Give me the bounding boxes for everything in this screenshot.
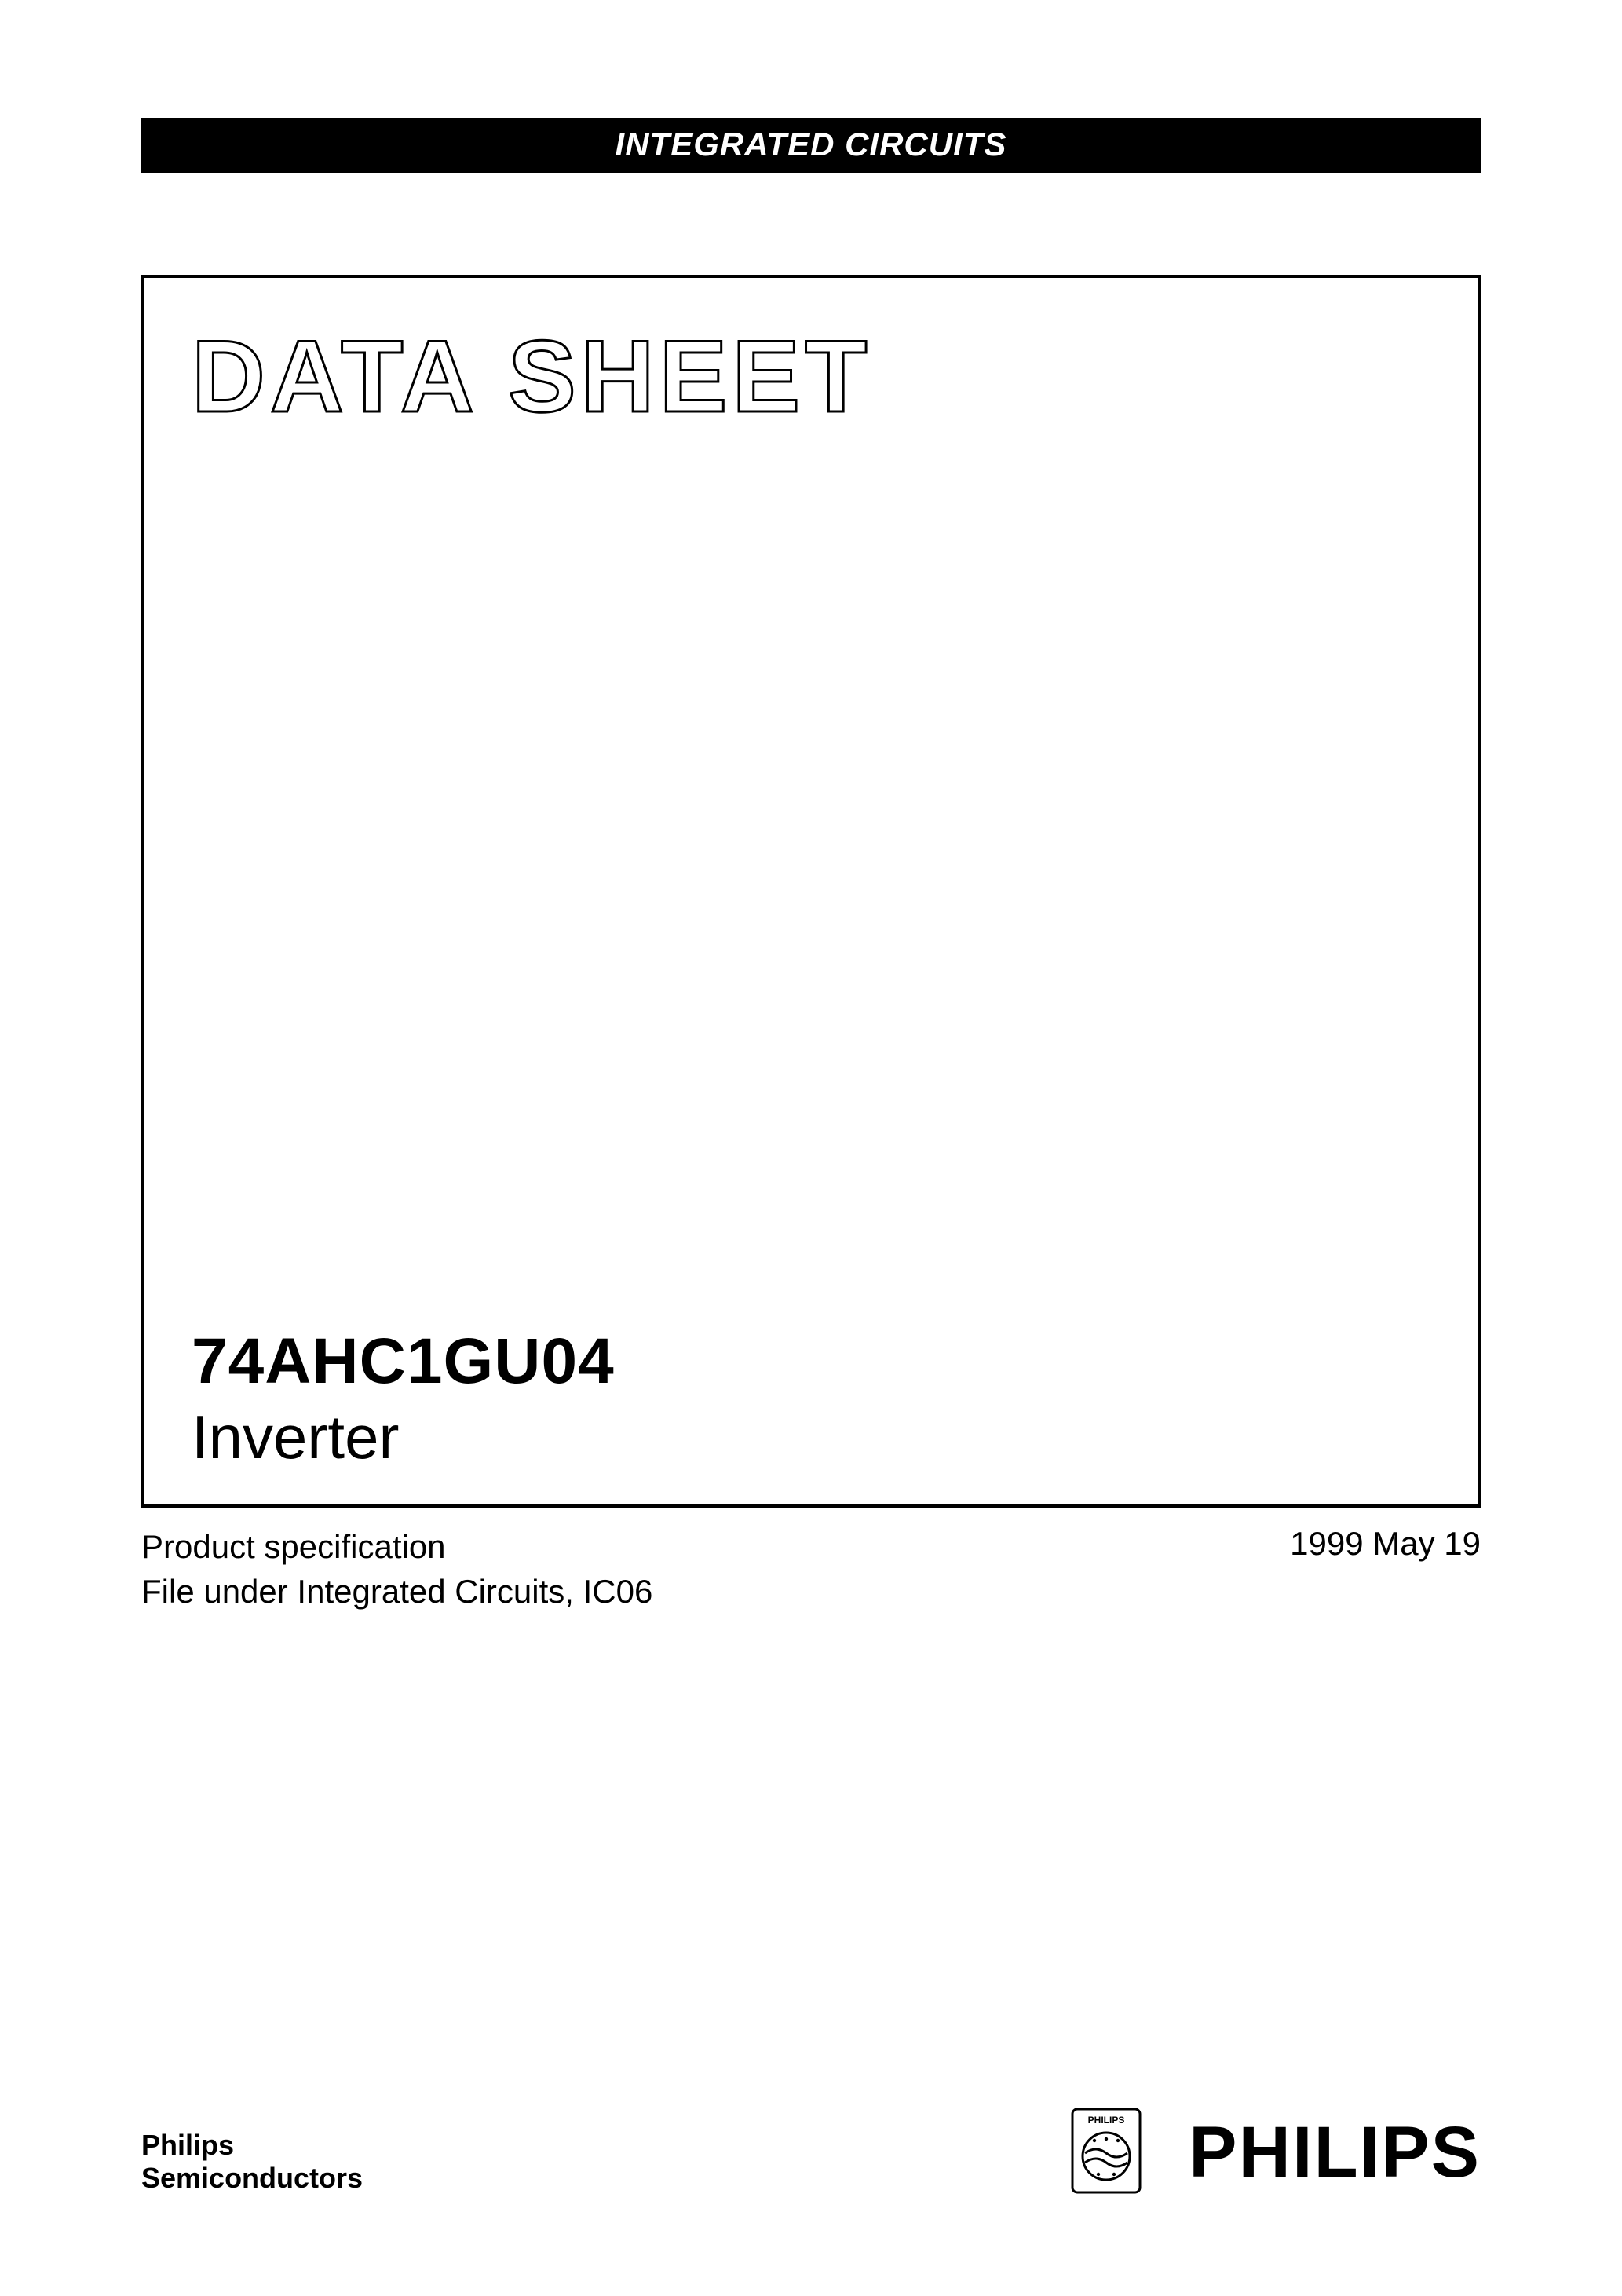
- outline-title: DATA SHEET: [192, 317, 1430, 435]
- philips-shield-icon: PHILIPS: [1071, 2108, 1142, 2194]
- page: INTEGRATED CIRCUITS DATA SHEET 74AHC1GU0…: [0, 0, 1622, 2296]
- banner-text: INTEGRATED CIRCUITS: [616, 126, 1007, 163]
- philips-wordmark: PHILIPS: [1189, 2111, 1481, 2194]
- below-box-row: Product specification File under Integra…: [141, 1525, 1481, 1614]
- footer-brand-line2: Semiconductors: [141, 2162, 363, 2194]
- product-block: 74AHC1GU04 Inverter: [192, 1325, 615, 1473]
- footer-right: PHILIPS PHILIPS: [1071, 2108, 1481, 2194]
- part-number: 74AHC1GU04: [192, 1325, 615, 1398]
- footer-brand: Philips Semiconductors: [141, 2129, 363, 2194]
- spec-line-1: Product specification: [141, 1525, 652, 1570]
- below-left: Product specification File under Integra…: [141, 1525, 652, 1614]
- footer-brand-line1: Philips: [141, 2129, 363, 2161]
- shield-label: PHILIPS: [1088, 2115, 1125, 2126]
- part-description: Inverter: [192, 1402, 615, 1473]
- content-box: DATA SHEET 74AHC1GU04 Inverter: [141, 275, 1481, 1508]
- banner-bar: INTEGRATED CIRCUITS: [141, 118, 1481, 173]
- date-text: 1999 May 19: [1290, 1525, 1481, 1614]
- spec-line-2: File under Integrated Circuits, IC06: [141, 1570, 652, 1614]
- footer: Philips Semiconductors PHILIPS PHILIPS: [141, 2108, 1481, 2194]
